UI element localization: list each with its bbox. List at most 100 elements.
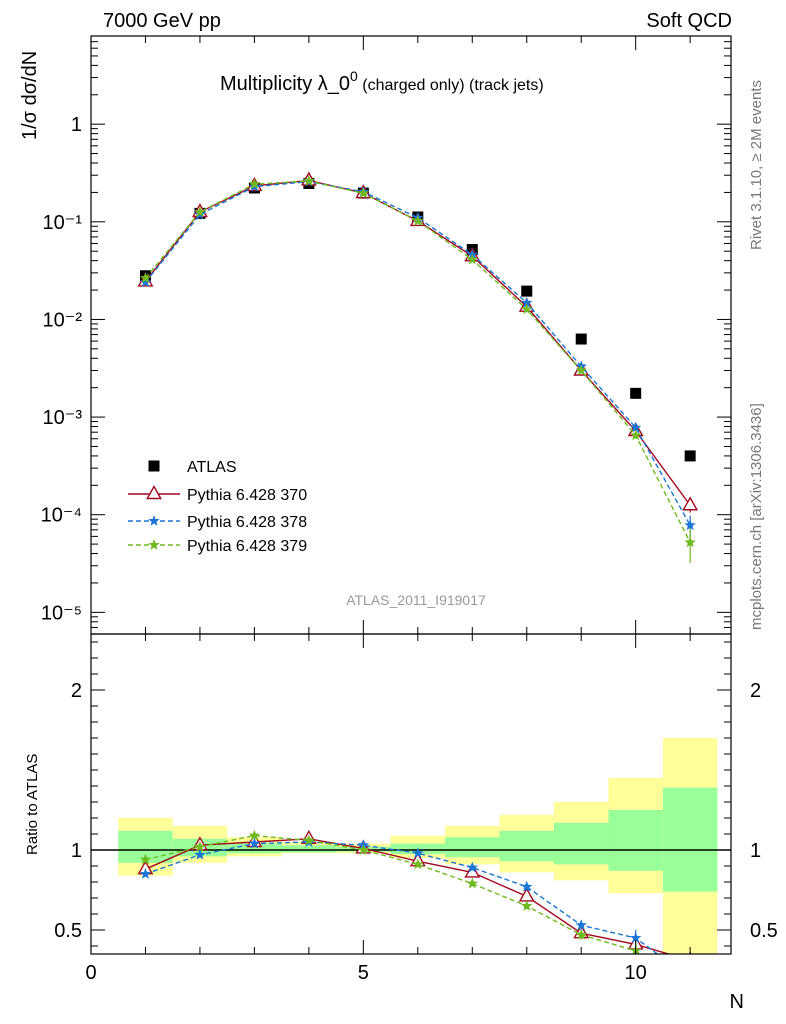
header-energy-label: 7000 GeV pp: [103, 10, 221, 32]
star-marker: [194, 840, 206, 852]
ratio-band-green: [499, 830, 554, 862]
data-point-marker: [148, 460, 160, 472]
main-y-tick-label: 10⁻²: [43, 309, 83, 331]
star-marker: [629, 932, 642, 943]
star-marker: [303, 834, 315, 846]
legend-item-p378: Pythia 6.428 378: [128, 514, 307, 531]
ratio-band-green: [608, 810, 663, 871]
main-line-p379: [144, 180, 691, 543]
star-marker: [521, 296, 533, 308]
ratio-band-green: [662, 787, 718, 892]
star-marker: [139, 272, 152, 283]
legend-label: Pythia 6.428 370: [187, 487, 307, 504]
plot-title: Multiplicity λ_00 (charged only) (track …: [220, 68, 544, 95]
ratio-band-green: [227, 843, 282, 854]
legend-label: ATLAS: [187, 459, 237, 476]
data-point-marker: [630, 387, 642, 399]
ratio-y-tick-label-right: 1: [750, 840, 761, 862]
legend-label: Pythia 6.428 378: [187, 514, 307, 531]
star-marker: [575, 928, 587, 940]
legend-item-p379: Pythia 6.428 379: [128, 538, 307, 555]
legend-label: Pythia 6.428 379: [187, 538, 307, 555]
triangle-marker: [688, 951, 692, 954]
star-marker: [684, 972, 695, 983]
triangle-marker: [464, 863, 481, 878]
ratio-y-axis-label: Ratio to ATLAS: [24, 754, 41, 855]
plot-title-main: Multiplicity λ_0: [220, 73, 350, 95]
ratio-line-p379: [145, 834, 642, 954]
data-point-marker: [521, 285, 533, 297]
rivet-version-label: Rivet 3.1.10, ≥ 2M events: [748, 80, 765, 250]
star-marker: [148, 515, 160, 526]
main-line-p378: [144, 180, 691, 526]
star-marker: [521, 900, 533, 911]
x-tick-label: 10: [625, 962, 647, 984]
star-marker: [466, 861, 478, 873]
ratio-band-green: [445, 837, 500, 858]
main-series-p379: [139, 174, 696, 564]
main-y-tick-label: 10⁻³: [43, 407, 83, 429]
ratio-y-tick-label: 1: [71, 840, 82, 862]
x-tick-label: 5: [358, 962, 369, 984]
main-y-tick-label: 10⁻⁵: [41, 602, 82, 624]
header-process-label: Soft QCD: [646, 10, 732, 32]
star-marker: [148, 539, 160, 550]
star-marker: [412, 858, 424, 870]
x-axis-label: N: [730, 991, 744, 1013]
ratio-series-layer: [137, 829, 695, 994]
main-line-p370: [144, 179, 691, 506]
analysis-id-label: ATLAS_2011_I919017: [346, 592, 486, 608]
star-marker: [521, 303, 533, 315]
data-point-marker: [575, 333, 587, 345]
star-marker: [575, 364, 587, 376]
x-tick-label: 0: [85, 962, 96, 984]
star-marker: [629, 429, 642, 441]
main-y-axis-label: 1/σ dσ/dN: [19, 51, 41, 140]
main-y-tick-label: 10⁻⁴: [41, 505, 82, 527]
plot-title-superscript: 0: [350, 68, 358, 84]
ratio-y-tick-label-right: 0.5: [750, 920, 778, 942]
ratio-line-p378: [145, 841, 659, 954]
triangle-marker: [682, 496, 699, 511]
data-point-marker: [684, 450, 696, 462]
plot-title-suffix: (charged only) (track jets): [358, 77, 544, 94]
axes-layer: 0 5 10 10⁻⁵ 10⁻⁴ 10⁻³ 10⁻² 10⁻¹ 1 0.5 0.5 1 1 2 2: [41, 35, 778, 984]
star-marker: [575, 919, 587, 931]
legend-item-data: ATLAS: [148, 459, 237, 476]
star-marker: [194, 848, 206, 860]
star-marker: [629, 421, 642, 433]
star-marker: [139, 868, 152, 879]
star-marker: [194, 206, 206, 217]
star-marker: [357, 187, 370, 199]
ratio-plot-frame: [90, 633, 732, 955]
star-marker: [248, 178, 261, 190]
star-marker: [357, 844, 370, 855]
mcplots-label: mcplots.cern.ch [arXiv:1306.3436]: [748, 403, 765, 630]
star-marker: [248, 837, 261, 849]
ratio-y-tick-label: 2: [71, 680, 82, 702]
star-marker: [466, 877, 478, 889]
star-marker: [466, 253, 478, 265]
main-y-tick-label: 10⁻¹: [43, 212, 83, 234]
star-marker: [412, 214, 424, 226]
star-marker: [139, 276, 152, 288]
star-marker: [684, 536, 696, 548]
main-series-layer: [137, 171, 699, 564]
star-marker: [303, 174, 315, 186]
legend: ATLAS Pythia 6.428 370 Pythia 6.428 378 Pyt…: [128, 459, 307, 555]
ratio-band-green: [281, 845, 337, 853]
triangle-marker: [146, 485, 162, 500]
star-marker: [684, 519, 696, 531]
star-marker: [248, 829, 261, 841]
star-marker: [521, 880, 533, 892]
star-marker: [684, 983, 695, 994]
legend-item-p370: Pythia 6.428 370: [128, 485, 307, 504]
ratio-y-tick-label: 0.5: [54, 920, 82, 942]
star-marker: [139, 853, 152, 865]
main-series-p378: [139, 175, 696, 538]
ratio-y-tick-label-right: 2: [750, 680, 761, 702]
ratio-band-green: [553, 822, 609, 865]
main-y-tick-label: 1: [71, 114, 82, 136]
star-marker: [412, 847, 424, 859]
